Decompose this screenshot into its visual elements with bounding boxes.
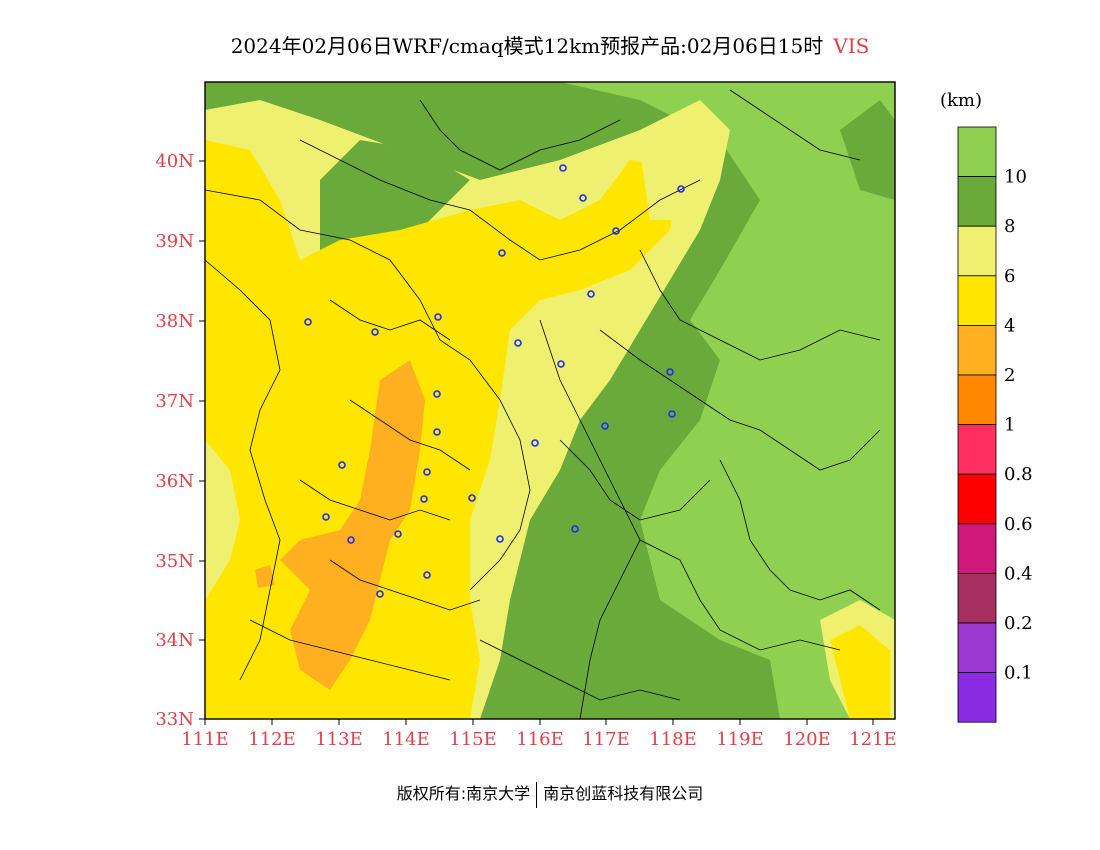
vis-patch-coast: [840, 100, 895, 200]
lon-tick-label: 116E: [516, 729, 564, 750]
city-marker: [304, 318, 312, 326]
legend-label: 0.2: [1004, 613, 1033, 634]
legend-label: 0.4: [1004, 563, 1033, 584]
legend-swatch: [957, 275, 997, 326]
lat-tick-label: 33N: [155, 709, 194, 730]
title-variable: VIS: [833, 34, 870, 58]
lat-tick-label: 35N: [155, 551, 194, 572]
legend-label: 6: [1004, 266, 1015, 287]
color-legend: 10 8 6 4 2 1 0.8 0.6 0.4 0.2 0.1: [957, 126, 1033, 723]
city-marker: [666, 368, 674, 376]
lon-tick-label: 121E: [849, 729, 897, 750]
city-marker: [338, 461, 346, 469]
legend-label: 2: [1004, 365, 1015, 386]
legend-label: 1: [1004, 415, 1015, 436]
city-marker: [322, 513, 330, 521]
copyright-right: 南京创蓝科技有限公司: [543, 784, 704, 803]
map-title: 2024年02月06日WRF/cmaq模式12km预报产品:02月06日15时 V…: [0, 30, 1100, 59]
city-marker: [376, 590, 384, 598]
legend-label: 4: [1004, 315, 1015, 336]
legend-swatch: [957, 573, 997, 624]
lat-tick-label: 39N: [155, 231, 194, 252]
legend-swatch: [957, 424, 997, 475]
lat-tick-label: 38N: [155, 311, 194, 332]
vis-patch-ne: [640, 120, 720, 220]
lat-tick-label: 37N: [155, 391, 194, 412]
lon-tick-label: 119E: [716, 729, 764, 750]
legend-swatch: [957, 473, 997, 525]
city-marker: [668, 410, 676, 418]
city-marker: [423, 571, 431, 579]
vis-patch-sw: [255, 565, 275, 588]
city-marker: [601, 422, 609, 430]
city-marker: [571, 525, 579, 533]
lon-tick-label: 118E: [649, 729, 697, 750]
city-marker: [557, 360, 565, 368]
lon-tick-label: 111E: [181, 729, 229, 750]
lon-tick-label: 113E: [315, 729, 363, 750]
legend-swatch: [957, 225, 997, 277]
legend-label: 8: [1004, 216, 1015, 237]
legend-label: 0.6: [1004, 514, 1033, 535]
city-markers: [304, 164, 685, 598]
legend-swatch: [957, 126, 997, 177]
lat-tick-label: 34N: [155, 630, 194, 651]
lon-tick-label: 120E: [783, 729, 831, 750]
city-marker: [394, 530, 402, 538]
city-marker: [420, 495, 428, 503]
lat-tick-label: 40N: [155, 151, 194, 172]
vis-zone-2-4: [280, 360, 425, 690]
legend-swatch: [957, 672, 997, 723]
city-marker: [347, 536, 355, 544]
city-marker: [371, 328, 379, 336]
title-main: 2024年02月06日WRF/cmaq模式12km预报产品:02月06日15时: [230, 34, 824, 58]
copyright-footer: 版权所有:南京大学 南京创蓝科技有限公司: [0, 780, 1100, 808]
city-marker: [433, 390, 441, 398]
city-marker: [423, 468, 431, 476]
legend-swatch: [957, 622, 997, 673]
latitude-axis: 40N 39N 38N 37N 36N 35N 34N 33N: [155, 151, 205, 730]
legend-swatch: [957, 523, 997, 574]
legend-label: 10: [1004, 167, 1027, 188]
legend-unit: (km): [940, 90, 983, 111]
legend-swatch: [957, 374, 997, 425]
visibility-field: [205, 82, 895, 719]
legend-label: 0.1: [1004, 663, 1033, 684]
city-marker: [559, 164, 567, 172]
vis-patch-east-core: [830, 625, 890, 719]
lon-tick-label: 117E: [582, 729, 630, 750]
copyright-left: 版权所有:南京大学: [396, 784, 531, 803]
lat-tick-label: 36N: [155, 471, 194, 492]
lon-tick-label: 114E: [382, 729, 430, 750]
city-marker: [587, 290, 595, 298]
city-marker: [579, 194, 587, 202]
city-marker: [498, 249, 506, 257]
longitude-axis: 111E 112E 113E 114E 115E 116E 117E 118E 119E 120E…: [181, 719, 897, 750]
province-boundaries: [205, 89, 881, 719]
legend-label: 0.8: [1004, 464, 1033, 485]
city-marker: [434, 313, 442, 321]
city-marker: [496, 535, 504, 543]
lon-tick-label: 115E: [449, 729, 497, 750]
legend-swatch: [957, 176, 997, 227]
city-marker: [433, 428, 441, 436]
city-marker: [612, 227, 620, 235]
city-marker: [468, 494, 476, 502]
city-marker: [531, 439, 539, 447]
city-marker: [514, 339, 522, 347]
footer-separator: [536, 781, 538, 808]
lon-tick-label: 112E: [248, 729, 296, 750]
city-marker: [677, 185, 685, 193]
legend-swatch: [957, 324, 997, 376]
